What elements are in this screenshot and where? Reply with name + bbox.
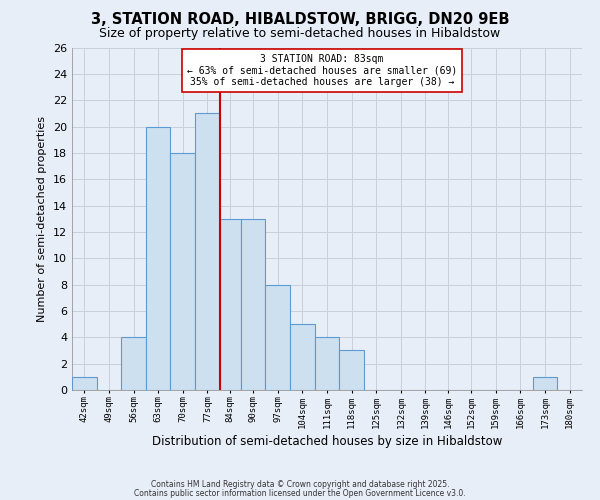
Bar [241, 219, 265, 390]
Bar [533, 377, 557, 390]
Bar [170, 153, 195, 390]
Text: 3 STATION ROAD: 83sqm
← 63% of semi-detached houses are smaller (69)
35% of semi: 3 STATION ROAD: 83sqm ← 63% of semi-deta… [187, 54, 457, 88]
Text: Contains HM Land Registry data © Crown copyright and database right 2025.: Contains HM Land Registry data © Crown c… [151, 480, 449, 489]
Bar [290, 324, 314, 390]
Bar [265, 284, 290, 390]
Text: 3, STATION ROAD, HIBALDSTOW, BRIGG, DN20 9EB: 3, STATION ROAD, HIBALDSTOW, BRIGG, DN20… [91, 12, 509, 28]
Bar [121, 338, 146, 390]
Bar [195, 114, 220, 390]
X-axis label: Distribution of semi-detached houses by size in Hibaldstow: Distribution of semi-detached houses by … [152, 435, 502, 448]
Text: Contains public sector information licensed under the Open Government Licence v3: Contains public sector information licen… [134, 488, 466, 498]
Bar [220, 219, 241, 390]
Bar [72, 377, 97, 390]
Text: Size of property relative to semi-detached houses in Hibaldstow: Size of property relative to semi-detach… [100, 28, 500, 40]
Y-axis label: Number of semi-detached properties: Number of semi-detached properties [37, 116, 47, 322]
Bar [146, 126, 170, 390]
Bar [340, 350, 364, 390]
Bar [314, 338, 340, 390]
